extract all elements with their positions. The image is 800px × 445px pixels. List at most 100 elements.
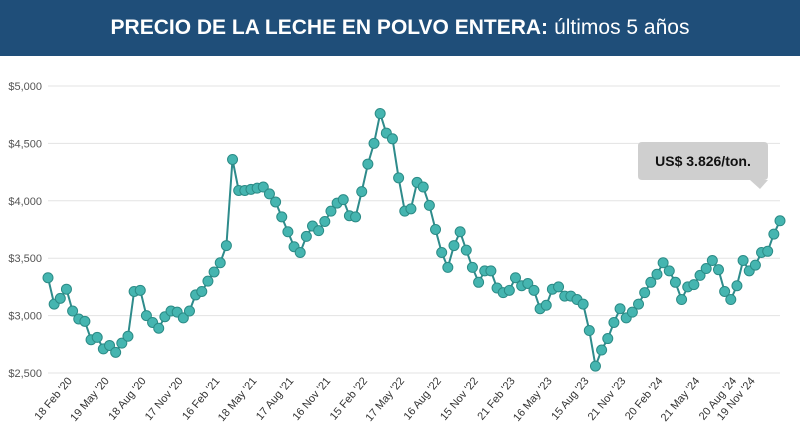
data-point: [503, 284, 515, 296]
data-point: [442, 261, 454, 273]
data-point: [485, 265, 497, 277]
data-point: [663, 265, 675, 277]
data-point: [374, 108, 386, 120]
data-point: [220, 240, 232, 252]
data-point: [337, 194, 349, 206]
data-point: [153, 322, 165, 334]
data-point: [540, 299, 552, 311]
data-point: [67, 305, 79, 317]
data-point: [774, 215, 786, 227]
data-point: [325, 205, 337, 217]
data-point: [553, 281, 565, 293]
x-tick-label: 21 May '24: [659, 375, 703, 424]
data-point: [509, 272, 521, 284]
data-point: [651, 268, 663, 280]
data-point: [417, 181, 429, 193]
data-point: [60, 283, 72, 295]
x-tick-label: 15 Nov '22: [438, 375, 481, 423]
data-point: [700, 263, 712, 275]
data-point: [688, 279, 700, 291]
y-tick-label: $5,000: [8, 81, 42, 93]
data-point: [430, 224, 442, 235]
data-point: [405, 203, 417, 215]
data-point: [645, 276, 657, 288]
data-point: [134, 284, 146, 296]
data-point: [657, 257, 669, 269]
data-point: [79, 315, 91, 327]
data-point: [737, 254, 749, 266]
data-point: [762, 245, 774, 257]
x-tick-label: 21 Nov '23: [586, 375, 629, 423]
data-point: [294, 246, 306, 258]
data-point: [356, 186, 368, 198]
data-point: [386, 133, 398, 145]
data-point: [589, 360, 601, 372]
x-tick-label: 17 May '22: [364, 375, 408, 424]
data-point: [54, 292, 66, 304]
data-point: [731, 280, 743, 292]
data-point: [423, 199, 435, 211]
data-point: [706, 254, 718, 266]
data-point: [208, 266, 220, 278]
data-point: [473, 276, 485, 288]
data-point: [282, 226, 294, 238]
data-point: [122, 330, 134, 342]
callout-label: US$ 3.826/ton.: [655, 153, 751, 169]
x-tick-label: 17 Nov '20: [143, 375, 186, 423]
chart-subtitle: últimos 5 años: [554, 16, 690, 39]
data-point: [448, 240, 460, 252]
data-point: [214, 257, 226, 269]
x-tick-label: 16 May '23: [511, 375, 555, 424]
data-point: [183, 305, 195, 317]
data-point: [602, 333, 614, 345]
data-point: [749, 259, 761, 271]
data-point: [460, 244, 472, 256]
y-tick-label: $4,500: [8, 138, 42, 150]
data-point: [227, 153, 239, 165]
data-point: [528, 284, 540, 296]
data-point: [454, 226, 466, 238]
data-point: [626, 306, 638, 318]
data-point: [257, 181, 269, 193]
data-point: [608, 316, 620, 328]
y-tick-label: $2,500: [8, 368, 42, 380]
data-point: [694, 269, 706, 281]
data-point: [116, 337, 128, 349]
data-point: [196, 285, 208, 297]
data-point: [276, 211, 288, 223]
data-point: [719, 285, 731, 297]
data-point: [368, 137, 380, 149]
data-point: [319, 215, 331, 227]
chart-title: PRECIO DE LA LECHE EN POLVO ENTERA:: [110, 16, 549, 39]
data-point: [362, 158, 374, 170]
data-point: [140, 310, 152, 322]
data-point: [583, 325, 595, 337]
data-point: [633, 298, 645, 310]
data-point: [768, 228, 780, 240]
data-point: [577, 298, 589, 310]
x-tick-label: 19 May '20: [68, 375, 112, 424]
data-point: [263, 188, 275, 200]
data-point: [676, 294, 688, 306]
data-point: [91, 331, 103, 343]
y-tick-label: $3,500: [8, 253, 42, 265]
data-point: [177, 312, 189, 324]
callout-box: [638, 142, 768, 189]
data-point: [725, 294, 737, 306]
data-point: [300, 230, 312, 242]
data-point: [42, 272, 54, 284]
x-tick-label: 18 May '21: [216, 375, 260, 424]
data-point: [270, 196, 282, 208]
data-point: [202, 275, 214, 287]
data-point: [522, 277, 534, 289]
data-point: [466, 261, 478, 273]
chart-title-banner: PRECIO DE LA LECHE EN POLVO ENTERA: últi…: [0, 0, 800, 56]
data-point: [104, 339, 116, 351]
y-tick-label: $3,000: [8, 311, 42, 323]
data-point: [639, 287, 651, 299]
data-point: [110, 346, 122, 358]
data-point: [393, 172, 405, 184]
data-point: [669, 276, 681, 288]
data-point: [350, 211, 362, 223]
